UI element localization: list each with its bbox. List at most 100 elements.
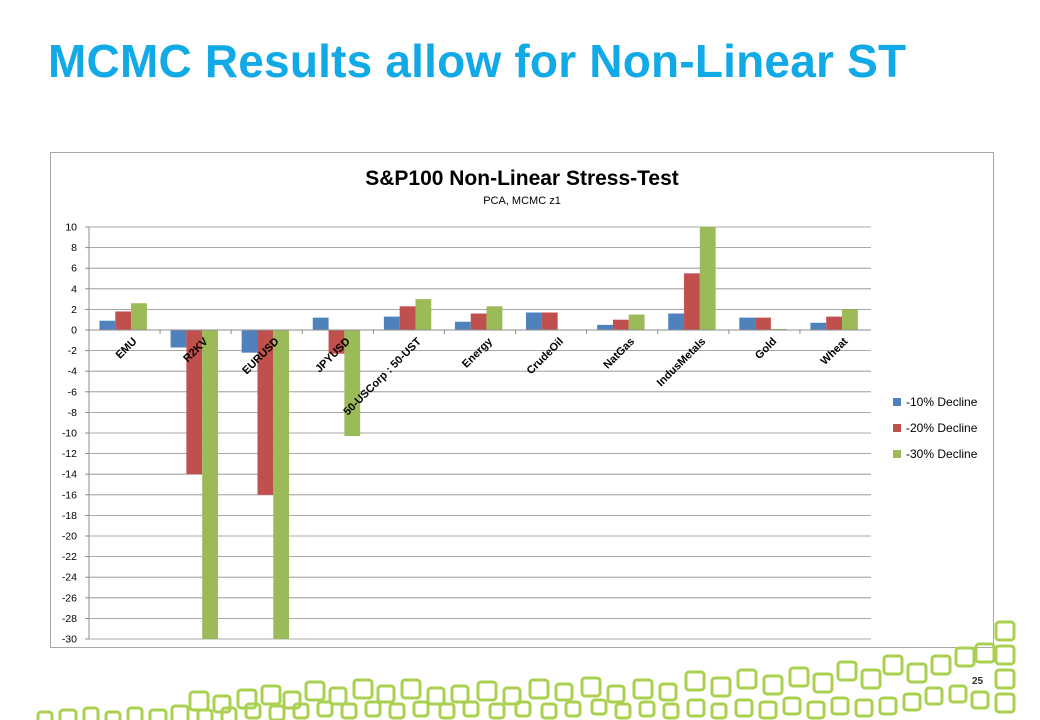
decorative-square	[438, 702, 456, 720]
bar	[628, 314, 645, 330]
decorative-square	[734, 698, 754, 718]
y-tick-label: 10	[65, 222, 77, 234]
bar	[826, 316, 843, 330]
page-number: 25	[972, 676, 984, 687]
decorative-square	[58, 708, 78, 720]
decorative-square	[580, 676, 602, 698]
axes: -30-28-26-24-22-20-18-16-14-12-10-8-6-4-…	[62, 222, 871, 646]
y-tick-label: 0	[71, 325, 77, 337]
y-tick-label: -2	[68, 345, 77, 357]
legend-swatch	[893, 450, 901, 458]
bar	[399, 306, 416, 330]
y-tick-label: -10	[62, 428, 77, 440]
gridlines	[89, 226, 871, 640]
decorative-square	[126, 706, 144, 720]
x-tick-label: Gold	[753, 336, 779, 362]
x-tick-label: Energy	[460, 335, 495, 370]
decorative-square	[614, 702, 632, 720]
y-tick-label: 8	[71, 242, 77, 254]
decorative-square	[282, 690, 302, 710]
bar	[312, 317, 329, 330]
decorative-square	[994, 692, 1016, 714]
decorative-square	[812, 672, 834, 694]
decorative-square	[974, 642, 996, 664]
decorative-square	[292, 702, 310, 720]
decorative-square	[502, 686, 522, 706]
bar	[202, 330, 218, 639]
decorative-square	[882, 654, 904, 676]
decorative-square	[994, 644, 1016, 666]
decorative-square	[878, 696, 898, 716]
decorative-square	[316, 700, 334, 718]
bar	[612, 319, 629, 330]
y-tick-label: -12	[62, 448, 77, 460]
decorative-square	[564, 700, 582, 718]
decorative-square	[540, 702, 558, 720]
decorative-squares-pattern	[36, 620, 1016, 720]
x-tick-label: CrudeOil	[525, 336, 566, 377]
bar	[344, 330, 361, 437]
decorative-square	[82, 706, 100, 720]
bar	[241, 330, 258, 353]
decorative-square	[260, 684, 282, 706]
decorative-square	[930, 654, 952, 676]
decorative-square	[902, 692, 922, 712]
bar	[810, 322, 827, 330]
bar	[131, 303, 147, 330]
y-tick-label: -30	[62, 634, 77, 646]
bar	[170, 330, 187, 348]
decorative-square	[400, 678, 422, 700]
y-tick-label: -6	[68, 386, 77, 398]
y-tick-label: -26	[62, 592, 77, 604]
bar	[541, 312, 558, 330]
decorative-square	[328, 686, 348, 706]
decorative-square	[488, 702, 506, 720]
decorative-square	[450, 684, 470, 704]
decorative-square	[970, 690, 990, 710]
decorative-square	[244, 702, 262, 720]
decorative-square	[606, 684, 626, 704]
legend: -10% Decline -20% Decline -30% Decline	[893, 395, 978, 461]
decorative-square	[948, 684, 968, 704]
chart-subtitle: PCA, MCMC z1	[483, 195, 561, 207]
decorative-square	[924, 686, 944, 706]
x-tick-label: IndusMetals	[655, 336, 708, 389]
bar	[699, 227, 716, 330]
decorative-square	[788, 666, 810, 688]
x-tick-label: Wheat	[819, 335, 851, 367]
decorative-square	[148, 708, 168, 720]
slide-title: MCMC Results allow for Non-Linear ST	[48, 35, 907, 87]
decorative-square	[906, 662, 928, 684]
y-tick-label: -18	[62, 510, 77, 522]
decorative-square	[854, 698, 874, 718]
decorative-square	[860, 668, 882, 690]
decorative-square	[388, 702, 406, 720]
decorative-square	[830, 696, 850, 716]
y-tick-label: -20	[62, 531, 77, 543]
bar	[454, 321, 471, 330]
decorative-square	[638, 700, 656, 718]
decorative-square	[426, 686, 446, 706]
bar	[739, 317, 756, 330]
decorative-square	[412, 700, 430, 718]
decorative-square	[686, 698, 706, 718]
bar	[755, 317, 771, 330]
decorative-square	[476, 680, 498, 702]
decorative-square	[364, 700, 382, 718]
decorative-square	[352, 678, 374, 700]
x-tick-label: NatGas	[601, 336, 637, 372]
decorative-square	[188, 690, 210, 712]
decorative-square	[36, 710, 54, 720]
decorative-square	[710, 676, 732, 698]
decorative-square	[806, 700, 826, 720]
bar	[186, 330, 203, 475]
decorative-square	[684, 670, 706, 692]
decorative-square	[658, 682, 678, 702]
decorative-square	[196, 708, 214, 720]
y-tick-label: -8	[68, 407, 77, 419]
legend-swatch	[893, 398, 901, 406]
y-tick-label: -24	[62, 572, 77, 584]
bar	[273, 330, 290, 639]
bar	[470, 313, 487, 330]
y-tick-label: -14	[62, 469, 77, 481]
